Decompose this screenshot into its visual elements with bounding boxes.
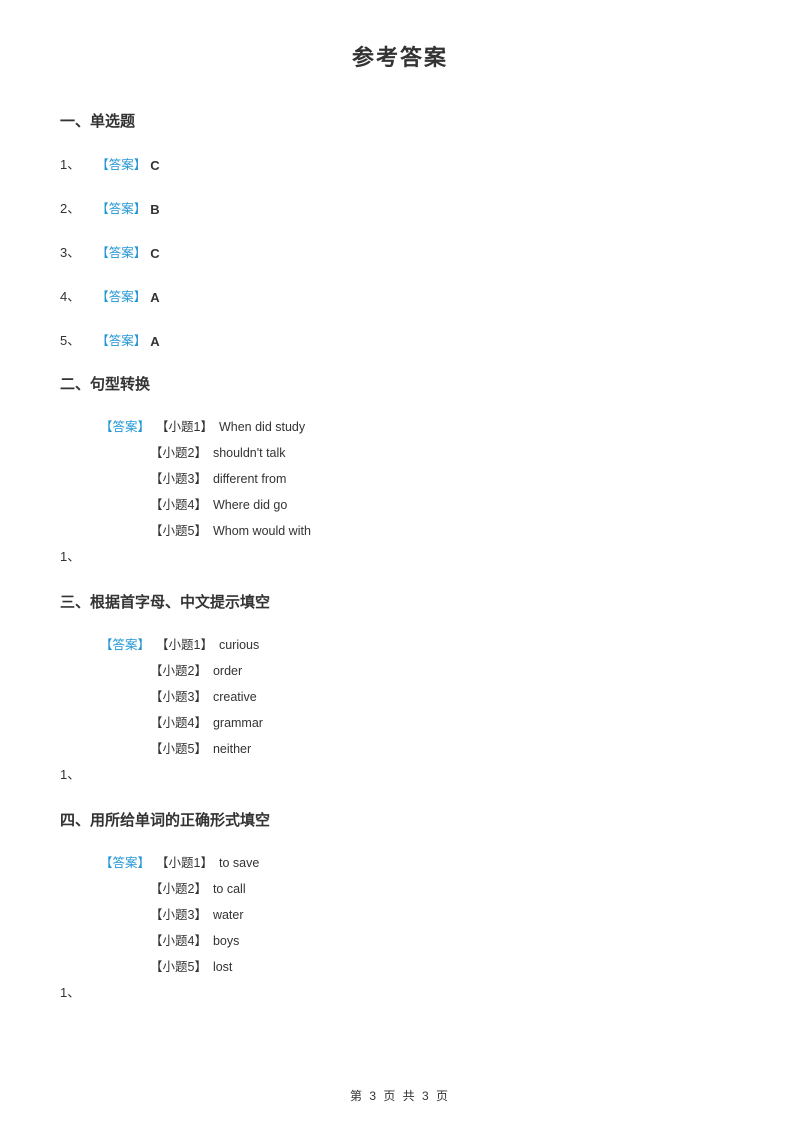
- page-title: 参考答案: [60, 40, 740, 72]
- item-number: 2、: [60, 198, 80, 217]
- answer-item-2: 2、 【答案】 B: [60, 197, 740, 217]
- sub-number: 【小题4】: [150, 494, 207, 513]
- item-number: 1、: [60, 982, 740, 1001]
- sub-answer-row: 【小题3】 water: [150, 904, 740, 923]
- sub-number: 【小题1】: [156, 416, 213, 435]
- sub-value: neither: [213, 742, 251, 756]
- sub-value: order: [213, 664, 242, 678]
- sub-answer-row: 【小题5】 lost: [150, 956, 740, 975]
- answer-value: A: [150, 334, 159, 349]
- sub-value: water: [213, 908, 244, 922]
- sub-answer-row: 【小题4】 Where did go: [150, 494, 740, 513]
- sub-answer-row: 【小题5】 Whom would with: [150, 520, 740, 539]
- sub-number: 【小题2】: [150, 442, 207, 461]
- answer-value: C: [150, 246, 159, 261]
- answer-label: 【答案】: [96, 242, 146, 261]
- sub-answer-row: 【小题2】 order: [150, 660, 740, 679]
- sub-answer-row: 【小题3】 creative: [150, 686, 740, 705]
- section-4-block: 【答案】 【小题1】 to save 【小题2】 to call 【小题3】 w…: [60, 852, 740, 975]
- answer-label: 【答案】: [100, 634, 150, 653]
- item-number: 1、: [60, 764, 740, 783]
- sub-answer-row: 【小题4】 boys: [150, 930, 740, 949]
- sub-number: 【小题3】: [150, 686, 207, 705]
- section-3-header: 三、根据首字母、中文提示填空: [60, 591, 740, 612]
- sub-number: 【小题3】: [150, 904, 207, 923]
- sub-number: 【小题4】: [150, 930, 207, 949]
- sub-number: 【小题4】: [150, 712, 207, 731]
- sub-number: 【小题2】: [150, 878, 207, 897]
- section-1-header: 一、单选题: [60, 110, 740, 131]
- sub-number: 【小题1】: [156, 852, 213, 871]
- answer-item-3: 3、 【答案】 C: [60, 241, 740, 261]
- item-number: 3、: [60, 242, 80, 261]
- sub-value: boys: [213, 934, 239, 948]
- answer-value: B: [150, 202, 159, 217]
- sub-answer-row: 【小题2】 shouldn't talk: [150, 442, 740, 461]
- answer-label: 【答案】: [96, 286, 146, 305]
- sub-number: 【小题5】: [150, 738, 207, 757]
- sub-answer-row: 【小题5】 neither: [150, 738, 740, 757]
- answer-label: 【答案】: [96, 154, 146, 173]
- answer-item-5: 5、 【答案】 A: [60, 329, 740, 349]
- sub-answer-row: 【答案】 【小题1】 When did study: [100, 416, 740, 435]
- answer-label: 【答案】: [96, 330, 146, 349]
- answer-value: A: [150, 290, 159, 305]
- sub-value: creative: [213, 690, 257, 704]
- sub-value: different from: [213, 472, 286, 486]
- answer-label: 【答案】: [100, 416, 150, 435]
- sub-value: grammar: [213, 716, 263, 730]
- answer-value: C: [150, 158, 159, 173]
- sub-value: shouldn't talk: [213, 446, 286, 460]
- sub-number: 【小题5】: [150, 520, 207, 539]
- sub-number: 【小题3】: [150, 468, 207, 487]
- sub-value: When did study: [219, 420, 305, 434]
- sub-answer-row: 【答案】 【小题1】 curious: [100, 634, 740, 653]
- sub-answer-row: 【答案】 【小题1】 to save: [100, 852, 740, 871]
- sub-value: lost: [213, 960, 232, 974]
- sub-answer-row: 【小题3】 different from: [150, 468, 740, 487]
- item-number: 1、: [60, 546, 740, 565]
- section-4-header: 四、用所给单词的正确形式填空: [60, 809, 740, 830]
- sub-number: 【小题5】: [150, 956, 207, 975]
- sub-value: Whom would with: [213, 524, 311, 538]
- sub-value: to call: [213, 882, 246, 896]
- sub-number: 【小题1】: [156, 634, 213, 653]
- item-number: 5、: [60, 330, 80, 349]
- sub-value: curious: [219, 638, 259, 652]
- section-2-header: 二、句型转换: [60, 373, 740, 394]
- sub-answer-row: 【小题4】 grammar: [150, 712, 740, 731]
- item-number: 1、: [60, 154, 80, 173]
- sub-value: to save: [219, 856, 259, 870]
- section-3-block: 【答案】 【小题1】 curious 【小题2】 order 【小题3】 cre…: [60, 634, 740, 757]
- answer-item-4: 4、 【答案】 A: [60, 285, 740, 305]
- answer-label: 【答案】: [100, 852, 150, 871]
- sub-number: 【小题2】: [150, 660, 207, 679]
- section-2-block: 【答案】 【小题1】 When did study 【小题2】 shouldn'…: [60, 416, 740, 539]
- item-number: 4、: [60, 286, 80, 305]
- answer-item-1: 1、 【答案】 C: [60, 153, 740, 173]
- page-footer: 第 3 页 共 3 页: [0, 1087, 800, 1104]
- sub-answer-row: 【小题2】 to call: [150, 878, 740, 897]
- sub-value: Where did go: [213, 498, 287, 512]
- answer-label: 【答案】: [96, 198, 146, 217]
